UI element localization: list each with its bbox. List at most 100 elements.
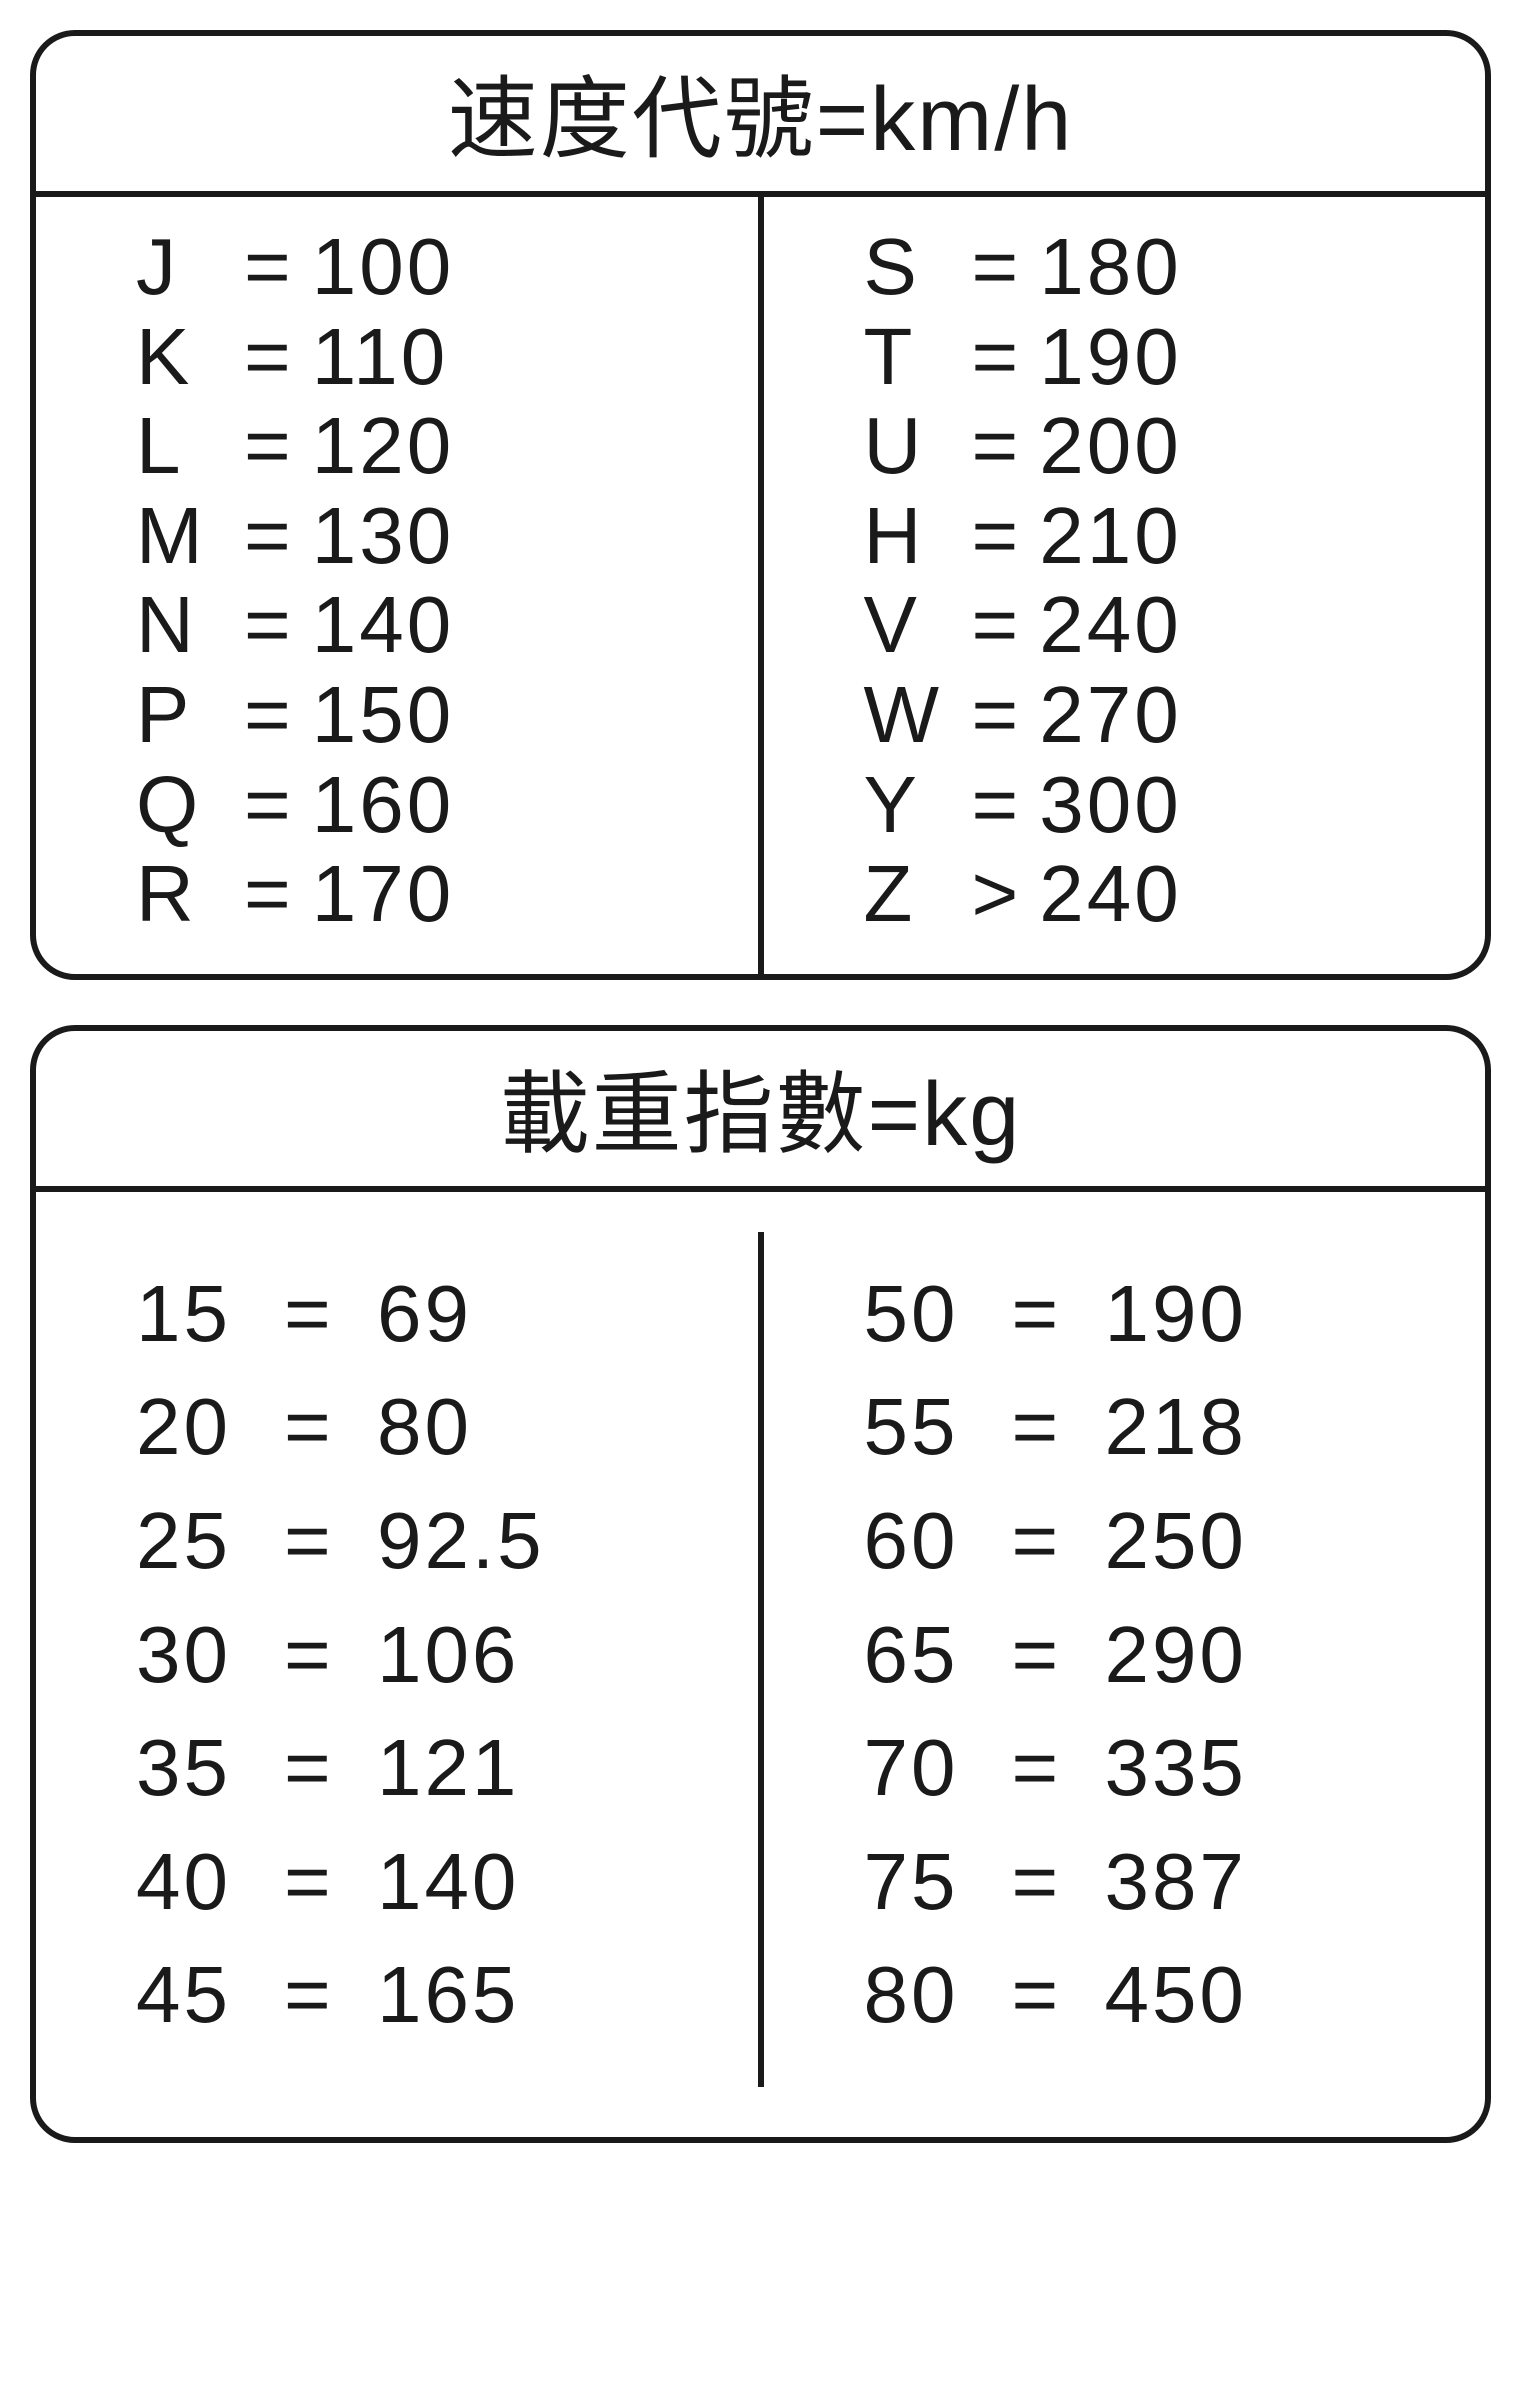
row-value: 240 xyxy=(1039,849,1181,939)
row-key: V xyxy=(864,580,954,670)
row-key: S xyxy=(864,222,954,312)
row-value: 140 xyxy=(312,580,454,670)
row-value: 240 xyxy=(1039,580,1181,670)
table-row: 50= 190 xyxy=(764,1257,1486,1371)
row-key: U xyxy=(864,401,954,491)
row-key: L xyxy=(136,401,226,491)
row-operator: = xyxy=(226,491,312,581)
table-row: 30= 106 xyxy=(36,1598,758,1712)
table-row: K=110 xyxy=(36,312,758,402)
row-key: 75 xyxy=(864,1825,994,1939)
speed-table-body: J=100K=110L=120M=130N=140P=150Q=160R=170… xyxy=(36,197,1485,974)
table-row: V=240 xyxy=(764,580,1486,670)
table-row: 40= 140 xyxy=(36,1825,758,1939)
table-row: 60= 250 xyxy=(764,1484,1486,1598)
table-row: 20= 80 xyxy=(36,1370,758,1484)
row-key: H xyxy=(864,491,954,581)
row-operator: = xyxy=(994,1711,1080,1825)
row-key: 70 xyxy=(864,1711,994,1825)
row-value: 190 xyxy=(1039,312,1181,402)
row-key: W xyxy=(864,670,954,760)
row-value: 180 xyxy=(1039,222,1181,312)
table-row: 25= 92.5 xyxy=(36,1484,758,1598)
row-value: 270 xyxy=(1039,670,1181,760)
table-row: R=170 xyxy=(36,849,758,939)
row-value: 250 xyxy=(1079,1484,1247,1598)
row-key: R xyxy=(136,849,226,939)
row-key: 30 xyxy=(136,1598,266,1712)
row-value: 69 xyxy=(352,1257,472,1371)
row-operator: = xyxy=(226,401,312,491)
row-value: 170 xyxy=(312,849,454,939)
row-key: 45 xyxy=(136,1938,266,2052)
table-row: 15= 69 xyxy=(36,1257,758,1371)
row-value: 121 xyxy=(352,1711,520,1825)
row-operator: = xyxy=(994,1257,1080,1371)
row-key: 65 xyxy=(864,1598,994,1712)
row-value: 120 xyxy=(312,401,454,491)
row-key: 55 xyxy=(864,1370,994,1484)
row-operator: = xyxy=(266,1598,352,1712)
row-operator: = xyxy=(994,1370,1080,1484)
row-value: 190 xyxy=(1079,1257,1247,1371)
table-row: L=120 xyxy=(36,401,758,491)
table-row: 35= 121 xyxy=(36,1711,758,1825)
row-value: 200 xyxy=(1039,401,1181,491)
table-row: J=100 xyxy=(36,222,758,312)
row-operator: = xyxy=(226,670,312,760)
speed-table-col-right: S=180T=190U=200H=210V=240W=270Y=300Z>240 xyxy=(764,197,1486,974)
row-value: 110 xyxy=(312,312,449,402)
row-value: 290 xyxy=(1079,1598,1247,1712)
row-operator: = xyxy=(994,1484,1080,1598)
table-row: Z>240 xyxy=(764,849,1486,939)
row-key: P xyxy=(136,670,226,760)
table-row: Q=160 xyxy=(36,760,758,850)
load-table-col-right: 50= 19055= 21860= 25065= 29070= 33575= 3… xyxy=(764,1232,1486,2087)
row-key: K xyxy=(136,312,226,402)
table-row: P=150 xyxy=(36,670,758,760)
table-row: S=180 xyxy=(764,222,1486,312)
row-operator: = xyxy=(954,670,1040,760)
row-key: Q xyxy=(136,760,226,850)
row-value: 387 xyxy=(1079,1825,1247,1939)
row-key: 60 xyxy=(864,1484,994,1598)
row-key: 20 xyxy=(136,1370,266,1484)
row-key: N xyxy=(136,580,226,670)
table-row: Y=300 xyxy=(764,760,1486,850)
speed-table: 速度代號=km/h J=100K=110L=120M=130N=140P=150… xyxy=(30,30,1491,980)
row-operator: = xyxy=(226,760,312,850)
row-key: 40 xyxy=(136,1825,266,1939)
table-row: 45= 165 xyxy=(36,1938,758,2052)
row-value: 210 xyxy=(1039,491,1181,581)
table-row: U=200 xyxy=(764,401,1486,491)
row-operator: = xyxy=(954,491,1040,581)
load-table-col-left: 15= 6920= 8025= 92.530= 10635= 12140= 14… xyxy=(36,1232,764,2087)
row-key: 25 xyxy=(136,1484,266,1598)
row-value: 335 xyxy=(1079,1711,1247,1825)
speed-table-title: 速度代號=km/h xyxy=(36,36,1485,197)
row-operator: = xyxy=(994,1938,1080,2052)
row-value: 150 xyxy=(312,670,454,760)
row-operator: = xyxy=(994,1825,1080,1939)
row-operator: = xyxy=(266,1825,352,1939)
row-operator: = xyxy=(266,1711,352,1825)
table-row: 70= 335 xyxy=(764,1711,1486,1825)
row-value: 130 xyxy=(312,491,454,581)
speed-table-col-left: J=100K=110L=120M=130N=140P=150Q=160R=170 xyxy=(36,197,764,974)
table-row: 55= 218 xyxy=(764,1370,1486,1484)
row-operator: > xyxy=(954,849,1040,939)
row-value: 80 xyxy=(352,1370,472,1484)
row-operator: = xyxy=(994,1598,1080,1712)
row-key: 35 xyxy=(136,1711,266,1825)
row-key: 50 xyxy=(864,1257,994,1371)
table-row: M=130 xyxy=(36,491,758,581)
row-operator: = xyxy=(266,1257,352,1371)
row-operator: = xyxy=(954,312,1040,402)
row-value: 160 xyxy=(312,760,454,850)
row-key: J xyxy=(136,222,226,312)
row-key: M xyxy=(136,491,226,581)
row-value: 100 xyxy=(312,222,454,312)
row-value: 450 xyxy=(1079,1938,1247,2052)
row-key: 80 xyxy=(864,1938,994,2052)
row-value: 106 xyxy=(352,1598,520,1712)
